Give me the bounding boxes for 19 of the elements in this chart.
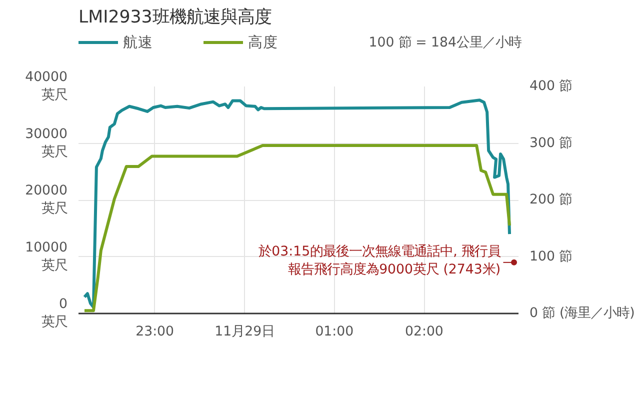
legend-label: 航速 (123, 32, 153, 52)
y2-tick-label: 300 節 (530, 136, 572, 151)
x-tick-label: 23:00 (136, 324, 174, 340)
x-tick-label: 01:00 (315, 324, 354, 340)
y-tick-label: 20000 英尺 (25, 184, 68, 216)
y2-tick-label: 200 節 (530, 192, 572, 208)
y2-tick-label: 100 節 (530, 249, 572, 264)
y-tick-label: 40000 英尺 (25, 70, 68, 103)
y-tick-label: 0 英尺 (42, 297, 68, 330)
annotation: 於03:15的最後一次無線電通話中, 飛行員報告飛行高度為9000英尺 (2743米) (258, 244, 501, 278)
x-tick-label: 02:00 (405, 324, 444, 340)
text: 100 節 = 184公里／小時 (368, 36, 522, 50)
y2-tick-label: 400 節 (530, 79, 572, 94)
chart-title: LMI2933班機航速與高度 (78, 8, 272, 28)
x-tick-label: 11月29日 (214, 324, 275, 340)
y-tick-label: 10000 英尺 (25, 240, 68, 274)
y2-tick-label: 0 節 (海里／小時) (530, 306, 635, 321)
y-tick-label: 30000 英尺 (25, 126, 68, 160)
legend-label: 高度 (248, 32, 278, 52)
